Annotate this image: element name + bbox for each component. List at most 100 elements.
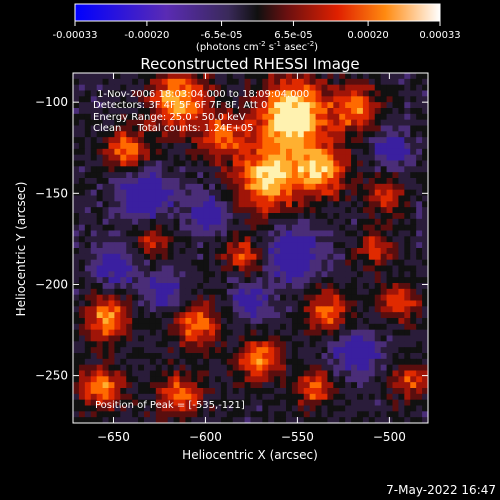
- heatmap-cell: [280, 183, 287, 191]
- heatmap-cell: [191, 207, 198, 214]
- heatmap-cell: [191, 213, 198, 220]
- heatmap-cell: [149, 183, 157, 191]
- heatmap-cell: [120, 137, 127, 144]
- heatmap-cell: [185, 96, 192, 103]
- heatmap-cell: [226, 207, 234, 214]
- heatmap-cell: [422, 102, 428, 109]
- heatmap-cell: [250, 178, 257, 185]
- heatmap-cell: [368, 189, 376, 196]
- heatmap-cell: [297, 108, 305, 115]
- heatmap-cell: [73, 312, 80, 319]
- heatmap-cell: [404, 213, 411, 220]
- heatmap-cell: [132, 166, 139, 173]
- heatmap-cell: [114, 201, 121, 208]
- heatmap-cell: [96, 160, 103, 167]
- heatmap-cell: [138, 294, 145, 301]
- heatmap-cell: [73, 288, 80, 296]
- heatmap-cell: [374, 102, 382, 109]
- heatmap-cell: [209, 201, 216, 208]
- heatmap-cell: [262, 265, 269, 272]
- heatmap-cell: [250, 189, 257, 196]
- heatmap-cell: [167, 108, 174, 115]
- heatmap-cell: [321, 160, 328, 167]
- heatmap-cell: [209, 230, 216, 237]
- heatmap-cell: [280, 376, 287, 383]
- heatmap-cell: [215, 300, 222, 307]
- heatmap-cell: [173, 84, 180, 91]
- heatmap-cell: [132, 113, 139, 121]
- heatmap-cell: [404, 259, 411, 266]
- heatmap-cell: [114, 312, 121, 319]
- heatmap-cell: [286, 96, 293, 103]
- heatmap-cell: [149, 102, 157, 109]
- heatmap-cell: [315, 329, 322, 336]
- heatmap-cell: [179, 300, 186, 307]
- heatmap-cell: [144, 259, 151, 266]
- heatmap-cell: [161, 78, 169, 86]
- heatmap-cell: [161, 201, 169, 208]
- heatmap-cell: [203, 230, 210, 237]
- heatmap-cell: [333, 148, 340, 156]
- heatmap-cell: [226, 393, 234, 401]
- heatmap-cell: [339, 230, 346, 237]
- heatmap-cell: [108, 271, 115, 278]
- heatmap-cell: [191, 154, 198, 161]
- heatmap-cell: [102, 411, 109, 418]
- heatmap-cell: [250, 183, 257, 191]
- heatmap-cell: [315, 189, 322, 196]
- heatmap-cell: [238, 224, 245, 231]
- heatmap-cell: [138, 84, 145, 91]
- heatmap-cell: [333, 353, 340, 360]
- heatmap-cell: [303, 417, 311, 423]
- heatmap-cell: [203, 213, 210, 220]
- heatmap-cell: [108, 189, 115, 196]
- heatmap-cell: [132, 347, 139, 354]
- heatmap-cell: [203, 90, 210, 97]
- heatmap-cell: [262, 178, 269, 185]
- heatmap-cell: [362, 131, 370, 138]
- heatmap-cell: [422, 347, 428, 354]
- heatmap-cell: [179, 253, 186, 261]
- heatmap-cell: [268, 201, 275, 208]
- heatmap-cell: [238, 300, 245, 307]
- heatmap-cell: [220, 288, 228, 296]
- heatmap-cell: [203, 73, 210, 80]
- heatmap-cell: [226, 119, 234, 126]
- heatmap-cell: [303, 213, 311, 220]
- heatmap-cell: [73, 399, 80, 406]
- heatmap-cell: [291, 230, 299, 237]
- heatmap-cell: [179, 178, 186, 185]
- heatmap-cell: [291, 224, 299, 231]
- heatmap-cell: [161, 148, 169, 156]
- heatmap-cell: [232, 265, 240, 272]
- heatmap-cell: [149, 143, 157, 150]
- heatmap-cell: [357, 236, 364, 243]
- heatmap-cell: [179, 230, 186, 237]
- heatmap-cell: [274, 283, 281, 290]
- heatmap-cell: [90, 113, 98, 121]
- heatmap-cell: [78, 376, 86, 383]
- heatmap-cell: [114, 84, 121, 91]
- heatmap-cell: [309, 271, 316, 278]
- heatmap-cell: [327, 388, 334, 395]
- heatmap-cell: [297, 125, 305, 132]
- heatmap-cell: [416, 318, 423, 325]
- heatmap-cell: [173, 224, 180, 231]
- heatmap-cell: [386, 312, 393, 319]
- heatmap-cell: [209, 131, 216, 138]
- heatmap-cell: [215, 172, 222, 179]
- heatmap-cell: [209, 102, 216, 109]
- heatmap-cell: [404, 399, 411, 406]
- heatmap-cell: [327, 370, 334, 377]
- heatmap-cell: [268, 154, 275, 161]
- annotation-peak-position: Position of Peak = [-535,-121]: [95, 400, 245, 411]
- heatmap-cell: [380, 294, 387, 301]
- heatmap-cell: [339, 370, 346, 377]
- heatmap-cell: [161, 73, 169, 80]
- heatmap-cell: [155, 265, 163, 272]
- heatmap-cell: [250, 411, 257, 418]
- heatmap-cell: [238, 154, 245, 161]
- heatmap-cell: [291, 353, 299, 360]
- heatmap-cell: [144, 411, 151, 418]
- heatmap-cell: [256, 131, 263, 138]
